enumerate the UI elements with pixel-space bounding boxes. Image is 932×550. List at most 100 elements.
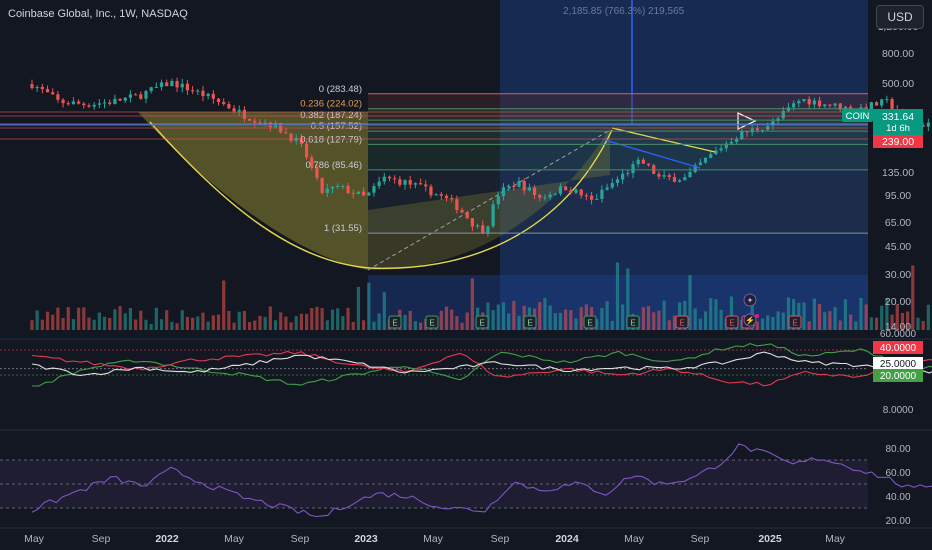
volume-bar — [657, 310, 661, 330]
candle-body — [802, 98, 806, 102]
level-price: 239.00 — [882, 136, 914, 148]
candle-body — [382, 176, 386, 182]
fib-label: 0.5 (157.52) — [311, 121, 362, 132]
candle-body — [232, 108, 236, 112]
candle-body — [398, 179, 402, 185]
candle-body — [434, 194, 438, 196]
earnings-label: E — [527, 319, 532, 328]
level-tag — [873, 135, 923, 148]
candle-body — [507, 185, 511, 188]
volume-bar — [849, 314, 853, 330]
volume-bar — [222, 280, 226, 330]
candle-body — [248, 118, 252, 121]
candle-body — [760, 129, 765, 131]
candle-body — [134, 94, 138, 96]
candle-body — [641, 159, 645, 164]
bolt-icon — [743, 313, 757, 327]
candle-body — [325, 188, 329, 193]
candle-body — [159, 82, 164, 87]
measure-label: 2,185.85 (766.3%) 219,565 — [563, 6, 685, 17]
candle-body — [284, 132, 288, 134]
candle-body — [724, 143, 728, 149]
volume-bar — [496, 304, 500, 330]
volume-bar — [792, 299, 796, 330]
volume-bar — [921, 321, 925, 330]
x-tick: May — [825, 533, 846, 545]
candle-body — [527, 187, 531, 191]
candle-body — [113, 98, 117, 104]
candle-body — [538, 194, 542, 198]
volume-bar — [128, 308, 133, 330]
volume-bar — [71, 319, 76, 330]
candle-body — [346, 185, 350, 194]
volume-bar — [895, 304, 899, 330]
volume-bar — [102, 316, 107, 330]
volume-bar — [823, 312, 827, 330]
candle-body — [118, 98, 122, 101]
x-tick: 2025 — [758, 533, 782, 545]
candle-body — [144, 91, 148, 99]
volume-bar — [864, 304, 868, 330]
volume-bar — [812, 298, 816, 330]
volume-bar — [134, 319, 138, 330]
volume-bar — [418, 322, 423, 330]
volume-bar — [268, 306, 272, 330]
candle-body — [817, 100, 822, 107]
rsi-tick: 60.00 — [885, 468, 910, 479]
volume-bar — [77, 307, 81, 330]
candle-body — [600, 189, 604, 199]
volume-bar — [729, 296, 734, 330]
earnings-label: E — [429, 319, 434, 328]
volume-bar — [258, 315, 262, 330]
x-tick: May — [24, 533, 45, 545]
volume-bar — [87, 317, 91, 330]
dmi-tag — [873, 357, 923, 370]
candle-body — [87, 105, 91, 107]
candle-body — [631, 164, 635, 174]
earnings-marker: E — [675, 315, 689, 329]
earnings-badge — [675, 315, 689, 329]
candle-body — [361, 191, 366, 196]
countdown: 1d 6h — [886, 123, 910, 134]
volume-bar — [626, 268, 630, 330]
candle-body — [833, 103, 837, 106]
volume-bar — [273, 320, 278, 330]
volume-bar — [455, 316, 459, 330]
candle-body — [703, 157, 708, 163]
volume-bar — [854, 321, 858, 330]
volume-bar — [890, 314, 894, 330]
candle-body — [574, 189, 578, 193]
volume-bar — [615, 262, 620, 330]
candle-body — [781, 110, 785, 119]
volume-bar — [512, 301, 516, 330]
currency-button[interactable]: USD — [876, 5, 924, 29]
volume-bar — [346, 307, 350, 330]
candle-body — [823, 104, 827, 107]
volume-bar — [242, 310, 247, 330]
candle-body — [377, 181, 381, 187]
volume-bar — [279, 312, 283, 330]
volume-bar — [885, 297, 889, 330]
candle-body — [543, 197, 547, 199]
candle-body — [880, 99, 884, 106]
volume-bar — [569, 310, 573, 330]
candle-body — [595, 198, 599, 200]
volume-bar — [113, 309, 117, 330]
candle-body — [393, 178, 397, 180]
dmi-line — [31, 350, 932, 387]
last-price: 331.64 — [882, 111, 914, 123]
dmi-line — [31, 351, 932, 376]
volume-bar — [817, 303, 822, 330]
candle-body — [646, 163, 651, 166]
candle-body — [553, 193, 557, 195]
candle-body — [501, 187, 506, 197]
alert-dot — [755, 314, 759, 318]
volume-bar — [600, 307, 604, 330]
candle-body — [315, 166, 319, 178]
candle-body — [45, 89, 50, 93]
price-tick: 95.00 — [885, 190, 911, 202]
candle-body — [139, 94, 143, 99]
earnings-marker: E — [425, 315, 439, 329]
earnings-label: E — [792, 319, 797, 328]
